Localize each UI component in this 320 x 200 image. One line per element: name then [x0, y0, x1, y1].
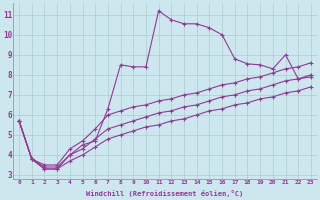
X-axis label: Windchill (Refroidissement éolien,°C): Windchill (Refroidissement éolien,°C) [86, 190, 244, 197]
